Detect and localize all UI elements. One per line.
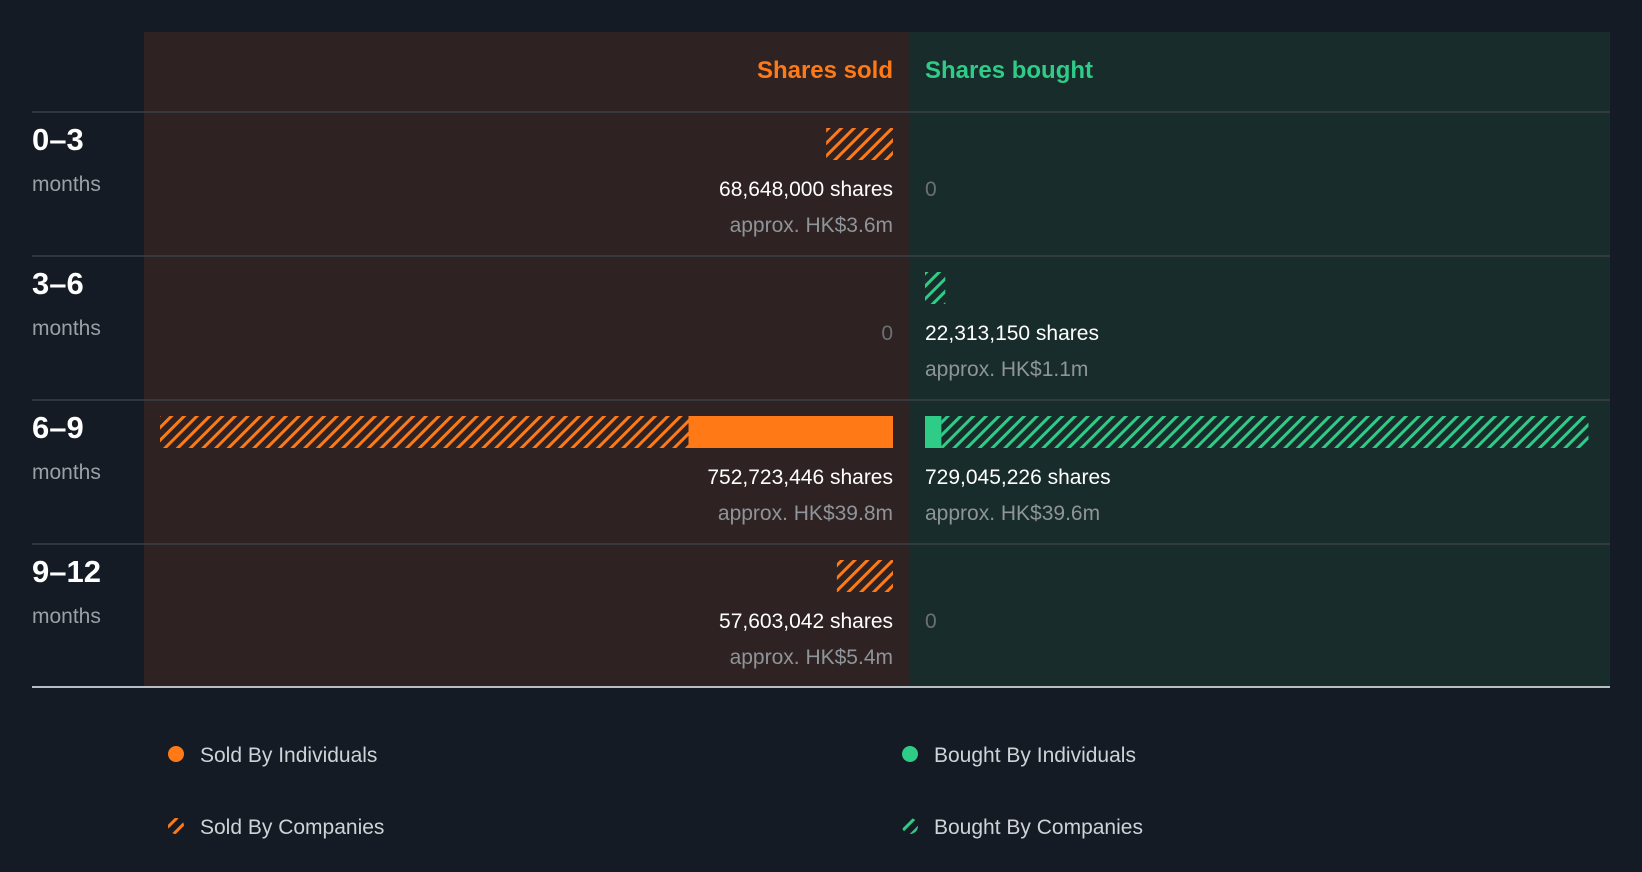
legend-item: Sold By Companies [168,816,384,839]
period-label: 3–6 [32,266,84,301]
sold-header: Shares sold [757,57,893,84]
bought-zero-label: 0 [925,610,937,633]
period-row: 3–6 months 0 22,313,150 shares approx. HK$1.… [32,255,1610,381]
period-label: 9–12 [32,554,101,589]
bar-bought-individuals [925,416,942,448]
period-label: 0–3 [32,122,84,157]
bar-sold-individuals [688,416,893,448]
bar-sold-companies [160,416,689,448]
legend-label: Sold By Companies [200,816,384,839]
legend-swatch-solid [902,746,918,762]
period-row: 0–3 months 68,648,000 shares approx. HK$3.6… [32,111,1610,237]
period-unit-label: months [32,173,101,196]
legend-item: Bought By Individuals [902,744,1136,767]
bought-header: Shares bought [925,57,1093,84]
chart-rows: 0–3 months 68,648,000 shares approx. HK$3.6… [32,111,1610,669]
sold-panel [144,32,909,687]
bought-value-label: approx. HK$1.1m [925,358,1088,381]
bar-sold-companies [836,560,893,592]
bar-bought-companies [925,272,946,304]
period-label: 6–9 [32,410,84,445]
chart-legend: Sold By Individuals Bought By Individuals… [168,744,1143,839]
sold-value-label: approx. HK$5.4m [730,646,893,669]
bought-panel [909,32,1610,687]
period-row: 6–9 months 752,723,446 shares approx. HK$39… [32,399,1610,525]
sold-value-label: approx. HK$39.8m [718,502,893,525]
legend-label: Sold By Individuals [200,744,377,767]
legend-label: Bought By Companies [934,816,1143,839]
sold-shares-label: 57,603,042 shares [719,610,893,633]
legend-item: Bought By Companies [902,816,1143,839]
period-row: 9–12 months 57,603,042 shares approx. HK$5.… [32,543,1610,669]
sold-shares-label: 68,648,000 shares [719,178,893,201]
legend-item: Sold By Individuals [168,744,377,767]
bought-value-label: approx. HK$39.6m [925,502,1100,525]
bar-sold-companies [826,128,893,160]
sold-value-label: approx. HK$3.6m [730,214,893,237]
bought-zero-label: 0 [925,178,937,201]
period-unit-label: months [32,317,101,340]
legend-label: Bought By Individuals [934,744,1136,767]
bought-shares-label: 22,313,150 shares [925,322,1099,345]
period-unit-label: months [32,461,101,484]
sold-zero-label: 0 [881,322,893,345]
legend-swatch-solid [168,746,184,762]
bought-shares-label: 729,045,226 shares [925,466,1111,489]
period-unit-label: months [32,605,101,628]
sold-shares-label: 752,723,446 shares [707,466,893,489]
bar-bought-companies [941,416,1589,448]
